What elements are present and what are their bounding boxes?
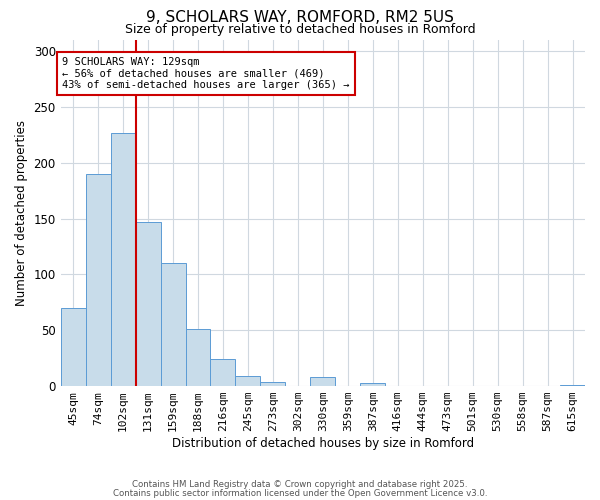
Text: Size of property relative to detached houses in Romford: Size of property relative to detached ho…: [125, 22, 475, 36]
Y-axis label: Number of detached properties: Number of detached properties: [15, 120, 28, 306]
Text: 9 SCHOLARS WAY: 129sqm
← 56% of detached houses are smaller (469)
43% of semi-de: 9 SCHOLARS WAY: 129sqm ← 56% of detached…: [62, 56, 349, 90]
Bar: [310, 377, 335, 386]
Text: Contains HM Land Registry data © Crown copyright and database right 2025.: Contains HM Land Registry data © Crown c…: [132, 480, 468, 489]
Text: 9, SCHOLARS WAY, ROMFORD, RM2 5US: 9, SCHOLARS WAY, ROMFORD, RM2 5US: [146, 10, 454, 25]
Bar: [560, 385, 585, 386]
Bar: [185, 329, 211, 386]
Bar: [136, 222, 161, 386]
Bar: [86, 174, 110, 386]
Bar: [260, 382, 286, 386]
Bar: [235, 376, 260, 386]
Bar: [110, 132, 136, 386]
Text: Contains public sector information licensed under the Open Government Licence v3: Contains public sector information licen…: [113, 488, 487, 498]
Bar: [161, 264, 185, 386]
Bar: [211, 360, 235, 386]
X-axis label: Distribution of detached houses by size in Romford: Distribution of detached houses by size …: [172, 437, 474, 450]
Bar: [360, 382, 385, 386]
Bar: [61, 308, 86, 386]
